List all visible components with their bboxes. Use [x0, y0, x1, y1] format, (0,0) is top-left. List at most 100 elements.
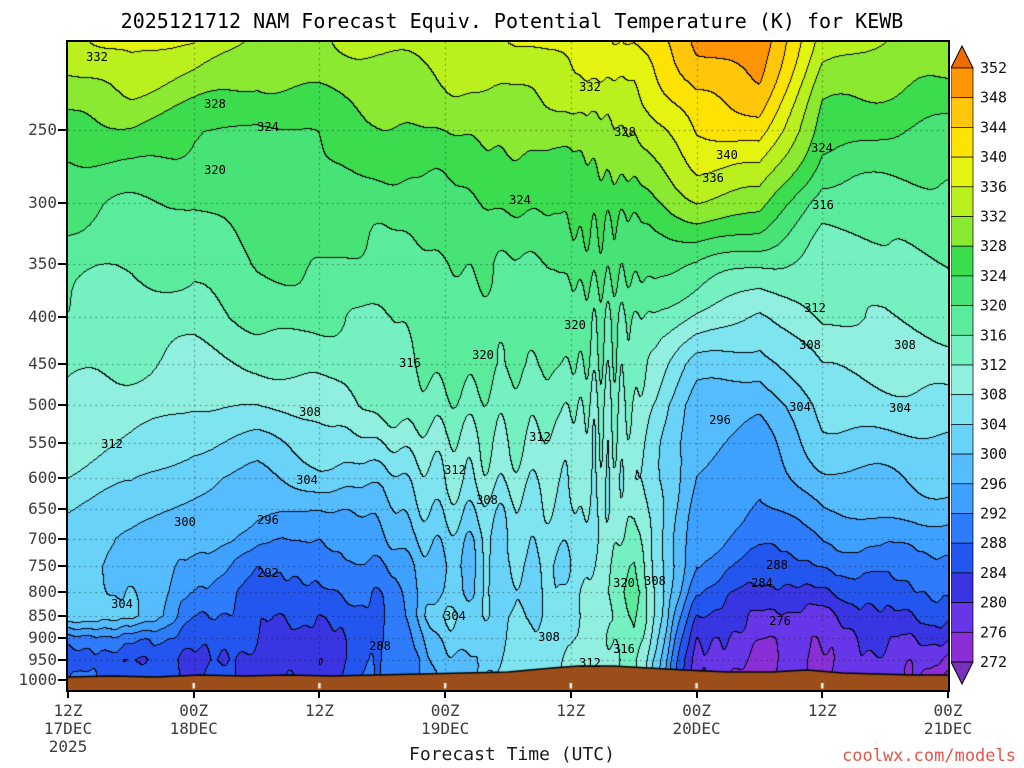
contour-label: 336: [702, 171, 724, 185]
contour-label: 304: [111, 597, 133, 611]
contour-label: 304: [789, 400, 811, 414]
y-tick-mark: [58, 565, 66, 568]
pressure-tick-label: 950: [28, 649, 57, 669]
contour-label: 328: [614, 125, 636, 139]
colorbar-tick-label: 320: [980, 297, 1007, 315]
colorbar-tick-label: 288: [980, 534, 1007, 552]
colorbar: 352 348 344 340 336 332 328 324 320 316 312 308 304 3…: [950, 44, 1023, 692]
colorbar-tick-label: 300: [980, 445, 1007, 463]
colorbar-tick-label: 348: [980, 89, 1007, 107]
colorbar-tick-label: 328: [980, 237, 1007, 255]
colorbar-segment: [950, 245, 974, 277]
contour-label: 288: [369, 639, 391, 653]
pressure-tick-label: 350: [28, 253, 57, 273]
contour-label: 324: [257, 120, 279, 134]
pressure-tick-label: 500: [28, 395, 57, 415]
year-tick-label: 2025: [48, 737, 88, 756]
contour-label: 308: [644, 574, 666, 588]
contour-label: 308: [299, 405, 321, 419]
y-tick-mark: [58, 315, 66, 318]
contour-label: 304: [444, 609, 466, 623]
pressure-tick-label: 750: [28, 556, 57, 576]
contour-label: 296: [709, 413, 731, 427]
contour-label: 304: [889, 401, 911, 415]
colorbar-tick-label: 272: [980, 653, 1007, 671]
date-tick-label: 18DEC: [169, 719, 218, 738]
colorbar-arrow-down: [950, 661, 974, 686]
pressure-tick-label: 400: [28, 306, 57, 326]
contour-label: 320: [613, 576, 635, 590]
y-tick-mark: [58, 590, 66, 593]
x-tick-mark: [821, 690, 824, 698]
contour-label: 304: [296, 473, 318, 487]
y-tick-mark: [58, 658, 66, 661]
colorbar-segment: [950, 305, 974, 336]
colorbar-tick-label: 332: [980, 208, 1007, 226]
contour-label: 312: [101, 437, 123, 451]
colorbar-segment: [950, 97, 974, 128]
contour-label: 288: [766, 558, 788, 572]
contour-label: 320: [564, 318, 586, 332]
contour-label: 308: [476, 493, 498, 507]
pressure-tick-label: 900: [28, 628, 57, 648]
colorbar-segment: [950, 424, 974, 455]
date-tick-label: 20DEC: [672, 719, 721, 738]
contour-label: 332: [579, 80, 601, 94]
colorbar-segment: [950, 67, 974, 99]
y-tick-mark: [58, 679, 66, 682]
y-tick-mark: [58, 637, 66, 640]
pressure-tick-label: 800: [28, 581, 57, 601]
pressure-tick-label: 250: [28, 120, 57, 140]
contour-label: 328: [204, 97, 226, 111]
time-tick-label: 00Z: [430, 701, 460, 720]
x-tick-mark: [318, 690, 321, 698]
pressure-tick-label: 850: [28, 605, 57, 625]
contour-label: 284: [751, 576, 773, 590]
colorbar-segment: [950, 483, 974, 514]
date-tick-label: 19DEC: [421, 719, 470, 738]
chart-title: 2025121712 NAM Forecast Equiv. Potential…: [120, 9, 904, 33]
time-tick-label: 12Z: [53, 701, 83, 720]
colorbar-segment: [950, 453, 974, 485]
contour-label: 276: [769, 614, 791, 628]
contour-label: 312: [529, 430, 551, 444]
colorbar-tick-label: 316: [980, 326, 1007, 344]
pressure-tick-label: 450: [28, 353, 57, 373]
watermark: coolwx.com/models: [842, 746, 1016, 766]
pressure-tick-label: 550: [28, 433, 57, 453]
colorbar-tick-label: 324: [980, 267, 1007, 285]
colorbar-segment: [950, 364, 974, 396]
y-tick-mark: [58, 508, 66, 511]
colorbar-tick-label: 280: [980, 594, 1007, 612]
x-tick-mark: [67, 690, 69, 698]
contour-label: 332: [86, 50, 108, 64]
colorbar-segment: [950, 631, 974, 663]
contour-label: 324: [811, 141, 833, 155]
y-tick-mark: [58, 476, 66, 479]
x-tick-mark: [569, 690, 572, 698]
time-tick-label: 00Z: [933, 701, 963, 720]
colorbar-segment: [950, 216, 974, 247]
colorbar-tick-label: 336: [980, 178, 1007, 196]
date-tick-label: 21DEC: [923, 719, 973, 738]
time-tick-label: 12Z: [556, 701, 586, 720]
colorbar-segment: [950, 186, 974, 217]
y-tick-mark: [58, 404, 66, 407]
colorbar-segment: [950, 542, 974, 574]
y-tick-mark: [58, 362, 66, 365]
contour-label: 340: [716, 148, 738, 162]
contour-label: 308: [894, 338, 916, 352]
colorbar-segment: [950, 513, 974, 544]
y-tick-mark: [58, 442, 66, 445]
colorbar-tick-label: 344: [980, 118, 1007, 136]
y-tick-mark: [58, 262, 66, 265]
plot-area: 332 328 324 320 332 328 340 336 324 316 324 320 316 3…: [66, 40, 950, 692]
x-axis-title: Forecast Time (UTC): [409, 744, 615, 765]
y-tick-mark: [58, 129, 66, 132]
contour-field-canvas: [68, 42, 948, 690]
colorbar-tick-label: 296: [980, 475, 1007, 493]
colorbar-segment: [950, 127, 974, 158]
y-tick-mark: [58, 201, 66, 204]
contour-label: 320: [204, 163, 226, 177]
colorbar-segment: [950, 334, 974, 366]
